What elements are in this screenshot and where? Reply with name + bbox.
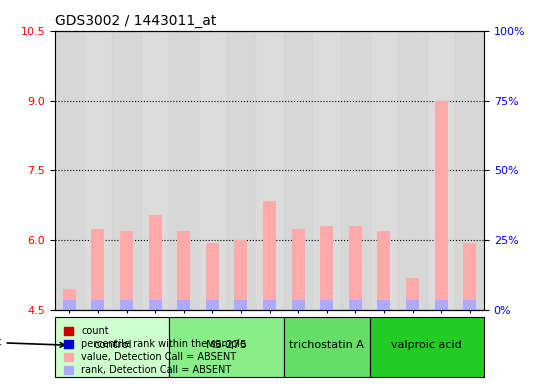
Bar [406,278,419,310]
Text: GDS3002 / 1443011_at: GDS3002 / 1443011_at [55,14,216,28]
Bar [84,31,112,310]
Bar [148,300,162,310]
Bar [91,229,104,310]
Bar [91,300,104,310]
Bar [234,300,248,310]
Bar [206,243,219,310]
Bar [406,300,419,310]
Text: trichostatin A: trichostatin A [289,340,364,350]
FancyBboxPatch shape [55,317,169,377]
Bar [455,31,484,310]
Bar [198,31,227,310]
Bar [263,201,276,310]
Bar [55,31,84,310]
Bar [434,101,448,310]
Bar [177,300,190,310]
Bar [292,300,305,310]
Bar [349,227,362,310]
Bar [234,240,248,310]
Bar [312,31,341,310]
Text: agent: agent [0,337,65,347]
Bar [377,231,390,310]
FancyBboxPatch shape [169,317,284,377]
Bar [341,31,370,310]
Bar [377,300,390,310]
Text: control: control [93,340,131,350]
Text: MS-275: MS-275 [206,340,248,350]
Text: valproic acid: valproic acid [392,340,462,350]
Bar [292,229,305,310]
Legend: count, percentile rank within the sample, value, Detection Call = ABSENT, rank, : count, percentile rank within the sample… [60,323,250,379]
Bar [206,300,219,310]
Bar [141,31,169,310]
Bar [263,300,276,310]
Bar [398,31,427,310]
Bar [227,31,255,310]
Bar [112,31,141,310]
Bar [284,31,312,310]
FancyBboxPatch shape [370,317,484,377]
Bar [427,31,455,310]
Bar [463,243,476,310]
Bar [320,300,333,310]
FancyBboxPatch shape [284,317,370,377]
Bar [320,227,333,310]
Bar [120,300,133,310]
Bar [63,300,76,310]
Bar [255,31,284,310]
Bar [120,231,133,310]
Bar [148,215,162,310]
Bar [434,300,448,310]
Bar [169,31,198,310]
Bar [349,300,362,310]
Bar [177,231,190,310]
Bar [63,289,76,310]
Bar [370,31,398,310]
Bar [463,300,476,310]
